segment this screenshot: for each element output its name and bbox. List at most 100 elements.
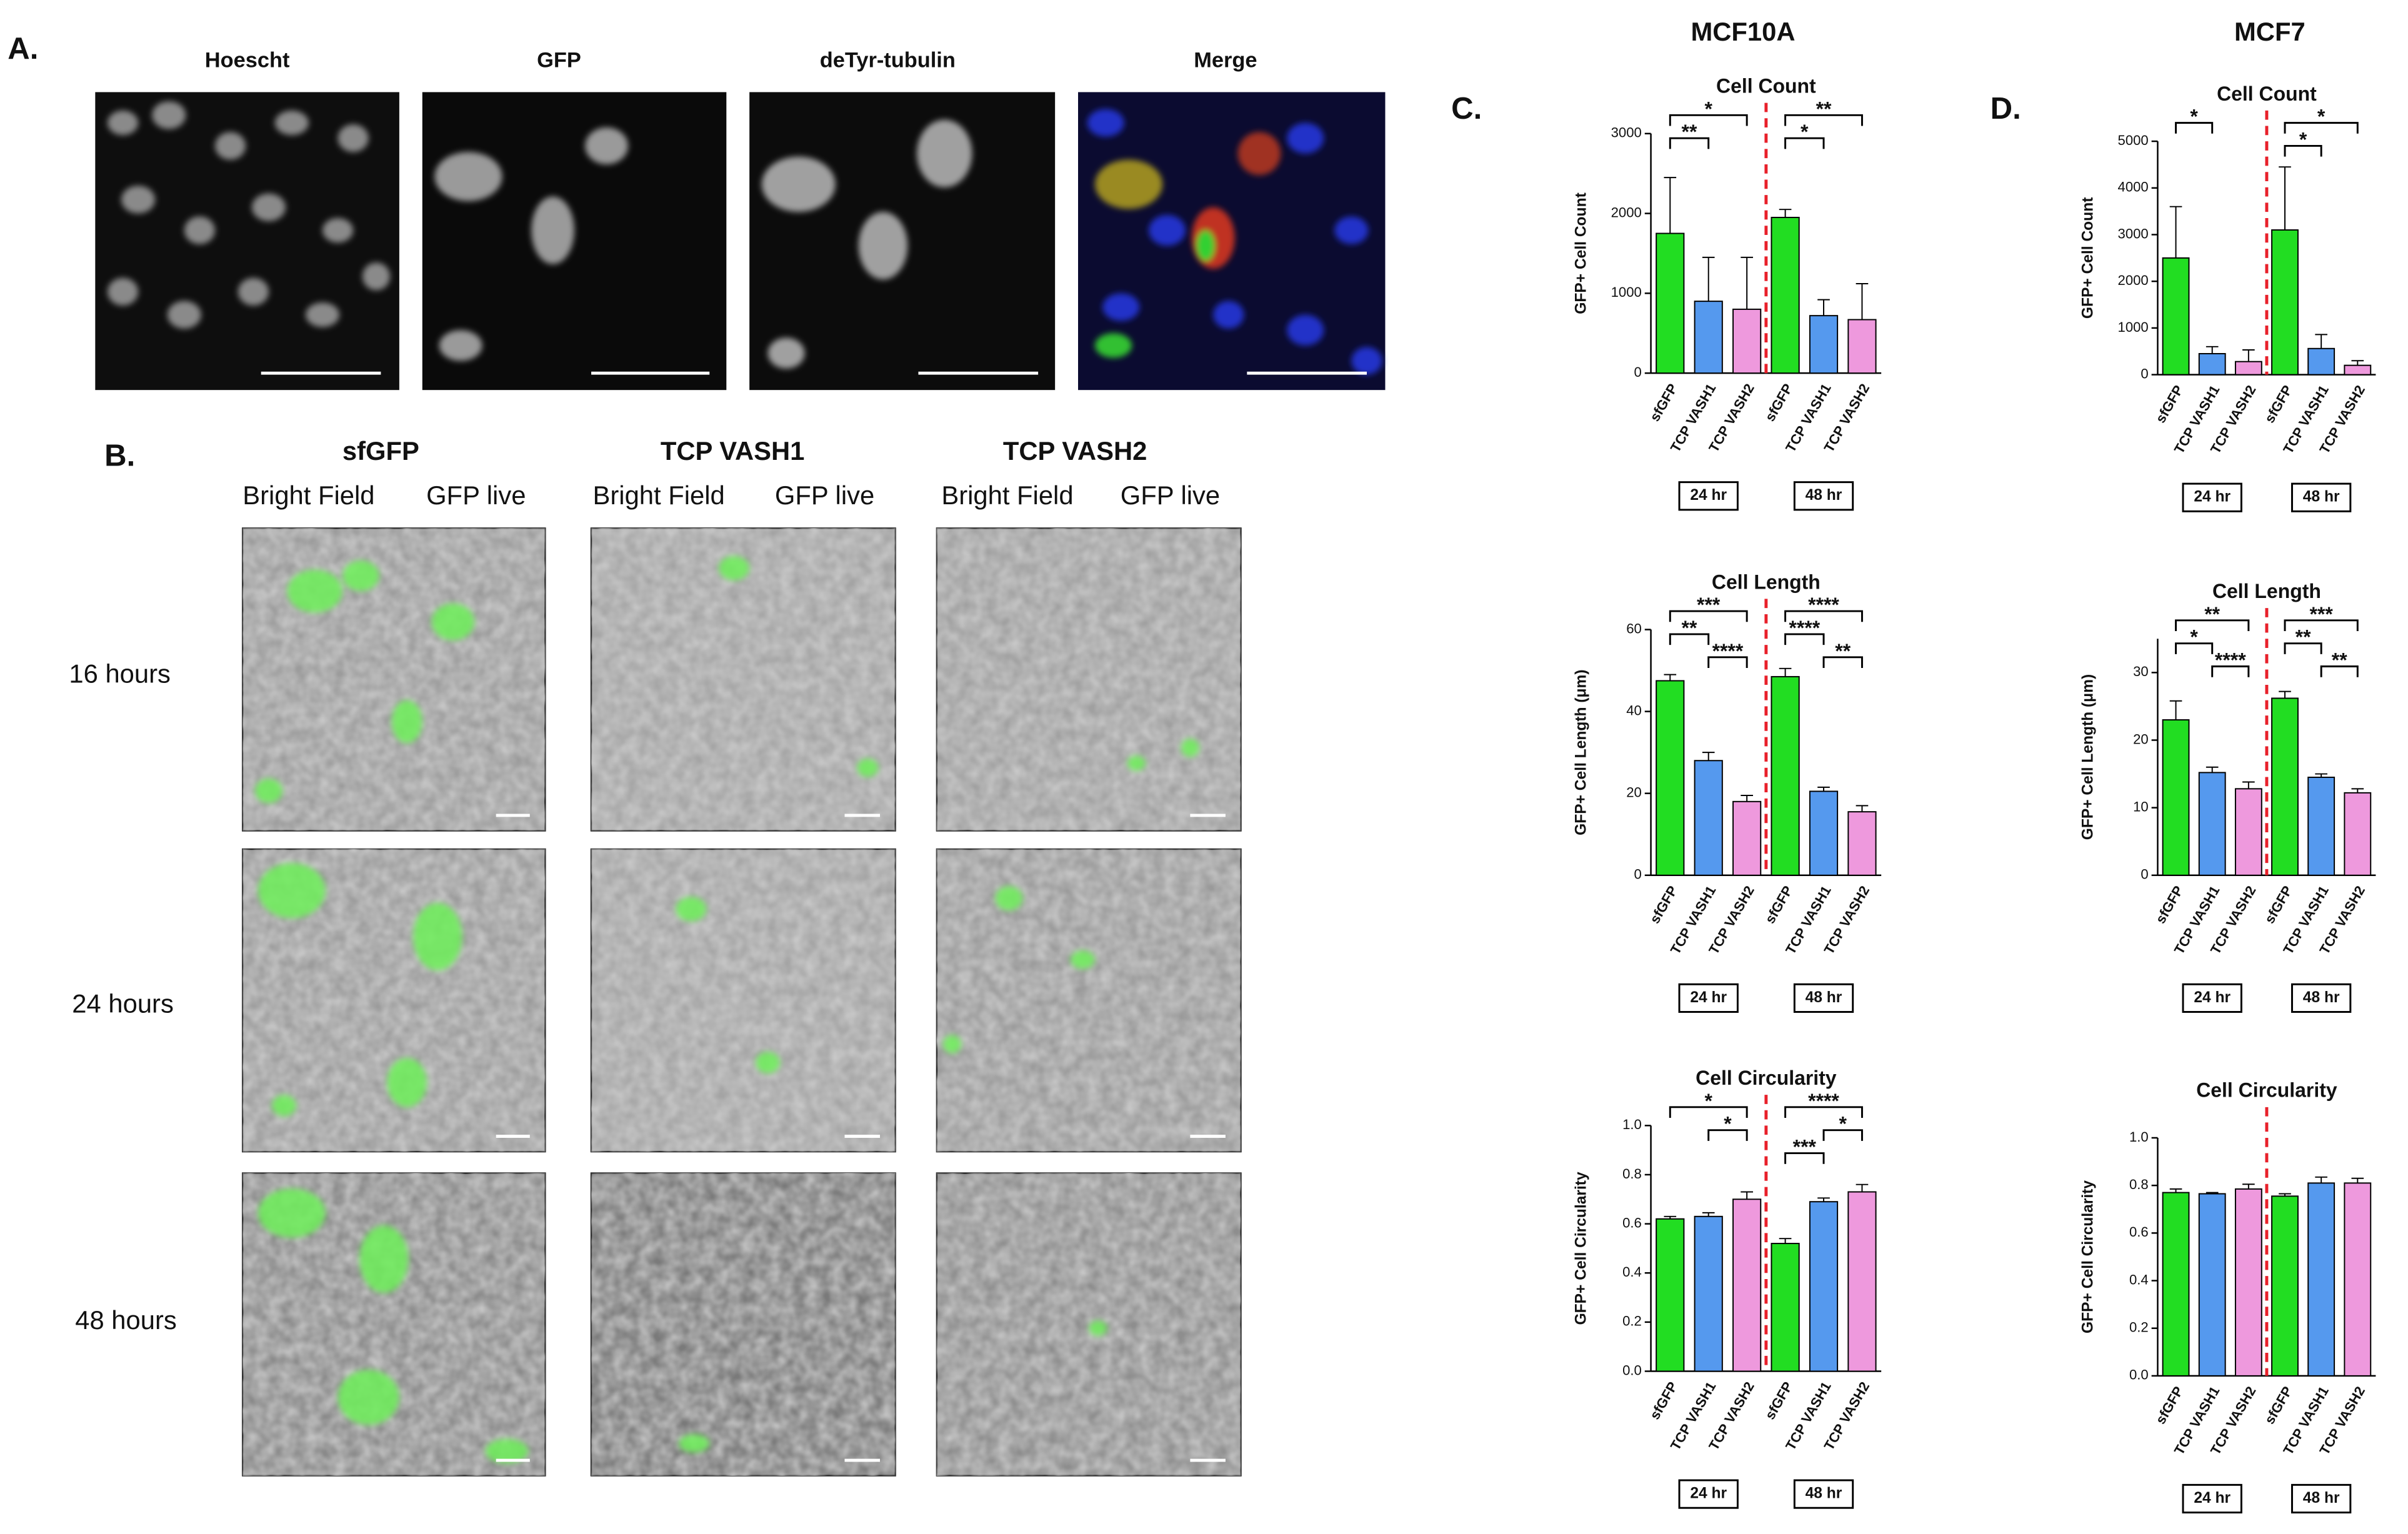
image-title: Merge bbox=[1194, 48, 1257, 72]
bar bbox=[1771, 216, 1800, 374]
significance-bracket bbox=[1784, 633, 1825, 645]
x-tick-label: sfGFP bbox=[1647, 883, 1681, 926]
bar bbox=[2307, 347, 2336, 376]
significance-label: **** bbox=[1712, 640, 1744, 662]
y-tick-label: 3000 bbox=[2118, 226, 2149, 241]
significance-label: **** bbox=[1808, 1090, 1839, 1112]
y-tick-label: 20 bbox=[1626, 785, 1642, 800]
chart-title: Cell Circularity bbox=[2196, 1079, 2337, 1102]
significance-label: * bbox=[1801, 121, 1809, 143]
group-label: 48 hr bbox=[1806, 487, 1842, 504]
y-tick-label: 60 bbox=[1626, 620, 1642, 636]
bar bbox=[2271, 697, 2299, 876]
y-tick-label: 0 bbox=[1634, 867, 1642, 882]
y-tick-label: 1000 bbox=[2118, 319, 2149, 335]
significance-label: * bbox=[1839, 1113, 1847, 1135]
significance-bracket bbox=[1669, 1106, 1748, 1118]
significance-label: * bbox=[2190, 626, 2198, 649]
row-label: 48 hours bbox=[75, 1305, 177, 1335]
group-label: 24 hr bbox=[1690, 989, 1727, 1006]
chart-title: Cell Length bbox=[1712, 570, 1821, 593]
bar bbox=[1656, 1218, 1685, 1372]
significance-label: * bbox=[2299, 129, 2307, 151]
significance-bracket bbox=[2284, 144, 2322, 157]
x-tick-label: sfGFP bbox=[1762, 381, 1796, 424]
bar bbox=[1732, 800, 1762, 876]
x-tick-label: sfGFP bbox=[2262, 1383, 2296, 1427]
y-tick-label: 2000 bbox=[1611, 204, 1642, 220]
y-tick-label: 2000 bbox=[2118, 272, 2149, 288]
chart-title: Cell Circularity bbox=[1696, 1067, 1837, 1089]
x-tick-label: sfGFP bbox=[2262, 883, 2296, 926]
significance-bracket bbox=[1784, 1106, 1863, 1118]
cell-line-title: MCF10A bbox=[1691, 17, 1795, 46]
group-label: 48 hr bbox=[2303, 989, 2340, 1006]
significance-bracket bbox=[1784, 1152, 1825, 1164]
bar bbox=[2307, 1182, 2336, 1377]
group-label: 48 hr bbox=[2303, 1490, 2340, 1507]
y-axis-label: GFP+ Cell Circularity bbox=[1572, 1172, 1589, 1325]
significance-label: ** bbox=[1835, 640, 1851, 662]
group-label: 48 hr bbox=[2303, 489, 2340, 506]
y-tick-label: 40 bbox=[1626, 702, 1642, 718]
significance-label: * bbox=[2317, 106, 2326, 128]
y-tick-label: 1000 bbox=[1611, 284, 1642, 300]
y-tick-label: 10 bbox=[2133, 799, 2149, 814]
bar bbox=[2344, 792, 2372, 876]
bar bbox=[2162, 1192, 2190, 1377]
significance-bracket bbox=[1784, 610, 1863, 622]
significance-label: **** bbox=[2215, 649, 2246, 672]
panel-label: A. bbox=[7, 32, 38, 66]
column-subtitle: GFP live bbox=[775, 481, 874, 510]
group-box bbox=[1678, 1479, 1739, 1509]
y-tick-label: 0.2 bbox=[2129, 1320, 2149, 1335]
significance-label: ** bbox=[1682, 617, 1697, 639]
significance-label: *** bbox=[2310, 603, 2334, 625]
significance-bracket bbox=[2211, 665, 2250, 677]
y-tick-label: 30 bbox=[2133, 664, 2149, 679]
bar bbox=[2234, 361, 2262, 376]
column-title: TCP VASH2 bbox=[1003, 436, 1147, 466]
significance-label: **** bbox=[1808, 594, 1839, 616]
x-tick-label: sfGFP bbox=[2152, 883, 2186, 926]
bar bbox=[1656, 232, 1685, 374]
y-axis-label: GFP+ Cell Length (μm) bbox=[2079, 674, 2096, 840]
x-tick-label: sfGFP bbox=[2152, 1383, 2186, 1427]
significance-label: **** bbox=[1789, 617, 1820, 639]
y-tick-label: 3000 bbox=[1611, 125, 1642, 141]
y-tick-label: 0.6 bbox=[1622, 1215, 1642, 1230]
bar bbox=[1656, 680, 1685, 876]
y-axis-label: GFP+ Cell Length (μm) bbox=[1572, 669, 1589, 835]
bar bbox=[1847, 1191, 1877, 1372]
y-tick-label: 0.6 bbox=[2129, 1224, 2149, 1240]
group-box bbox=[2182, 482, 2242, 512]
group-label: 24 hr bbox=[1690, 1485, 1727, 1502]
bar bbox=[2271, 1195, 2299, 1377]
bar bbox=[2307, 776, 2336, 876]
bar bbox=[2198, 353, 2226, 376]
y-tick-label: 0.8 bbox=[2129, 1177, 2149, 1192]
bar bbox=[1847, 319, 1877, 374]
significance-bracket bbox=[1669, 114, 1748, 126]
bar bbox=[1771, 675, 1800, 876]
x-tick-label: sfGFP bbox=[1647, 1379, 1681, 1422]
chart-title: Cell Count bbox=[1716, 75, 1816, 97]
group-box bbox=[1793, 481, 1854, 511]
group-label: 48 hr bbox=[1806, 1485, 1842, 1502]
column-subtitle: Bright Field bbox=[941, 481, 1073, 510]
panel-label: D. bbox=[1991, 92, 2021, 126]
bar bbox=[1694, 301, 1723, 374]
group-box bbox=[2291, 983, 2352, 1013]
significance-label: ** bbox=[1816, 97, 1832, 120]
significance-bracket bbox=[1707, 656, 1748, 668]
column-title: TCP VASH1 bbox=[661, 436, 805, 466]
panel-a-images bbox=[95, 92, 1386, 391]
y-tick-label: 4000 bbox=[2118, 179, 2149, 195]
bar bbox=[2234, 788, 2262, 876]
group-label: 24 hr bbox=[2194, 1490, 2231, 1507]
significance-bracket bbox=[2284, 619, 2359, 632]
significance-label: *** bbox=[1793, 1136, 1817, 1158]
significance-bracket bbox=[2284, 642, 2322, 654]
x-tick-label: sfGFP bbox=[2152, 382, 2186, 426]
